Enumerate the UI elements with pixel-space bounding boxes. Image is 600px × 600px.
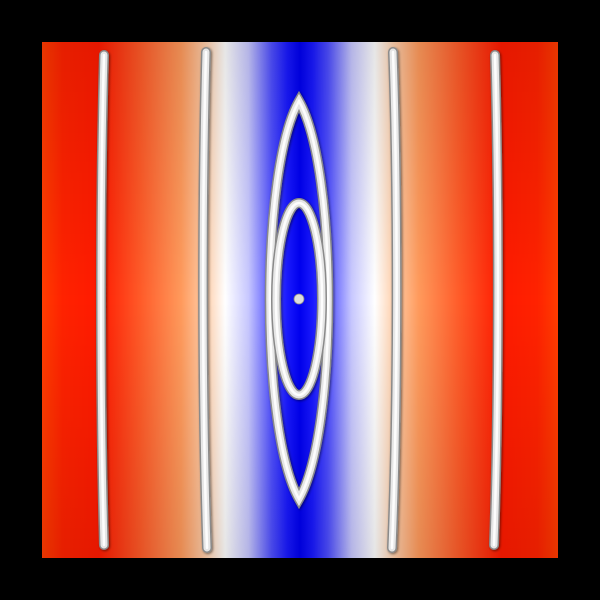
contour-lines-group [96,47,503,553]
contour-line-outer-right-highlight [492,53,500,547]
contour-line-inner-right-highlight [390,50,398,550]
contour-line-inner-ellipse-highlight [274,201,324,397]
contour-line-outer-left-highlight [99,53,106,547]
contour-line-lens-highlight [268,98,330,502]
contour-line-inner-left-highlight [201,50,209,550]
center-point-marker [293,293,305,305]
